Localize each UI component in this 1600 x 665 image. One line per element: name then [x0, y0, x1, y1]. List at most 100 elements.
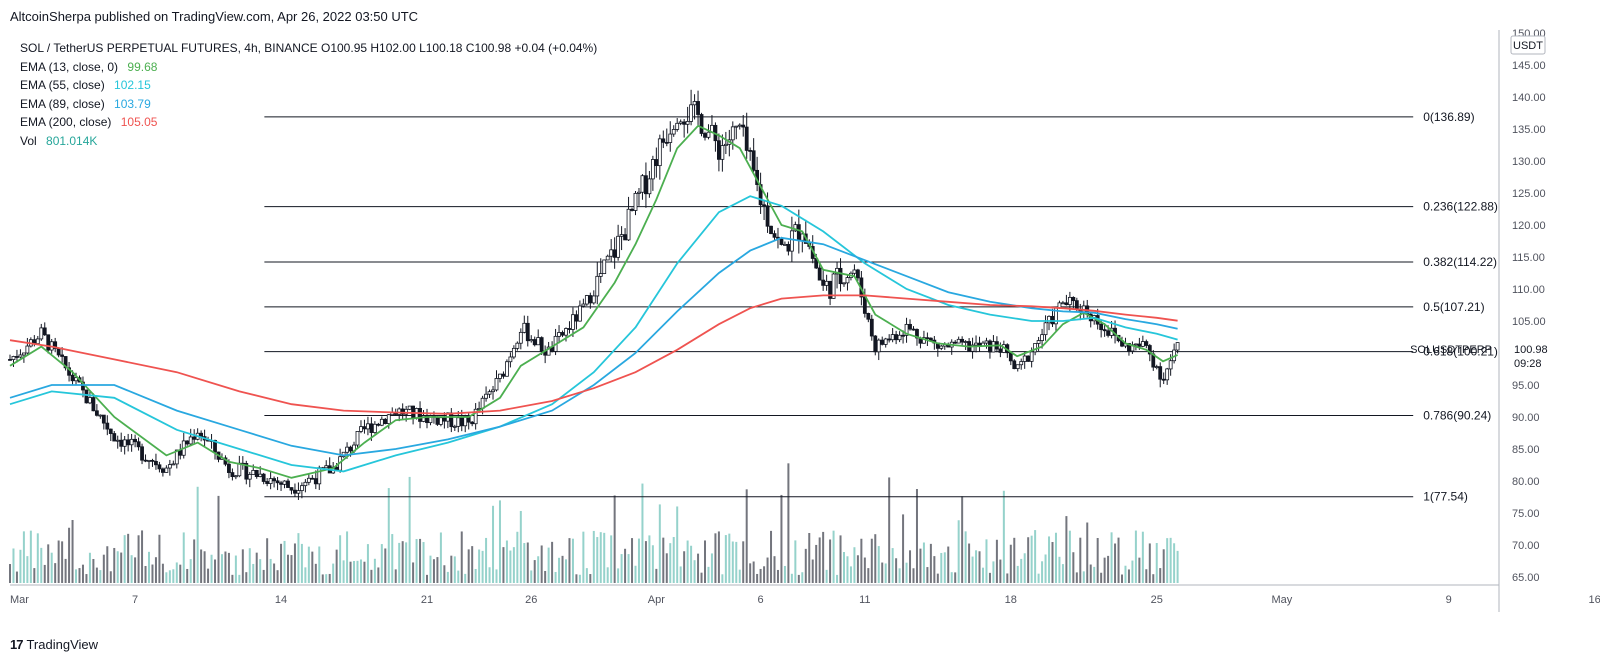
volume-bar [624, 548, 627, 583]
price-tick-label: 135.00 [1512, 124, 1546, 136]
volume-bar [853, 547, 856, 583]
fib-level-label: 0.5(107.21) [1423, 300, 1484, 314]
legend-ema89[interactable]: EMA (89, close) 103.79 [20, 95, 597, 114]
volume-bar [227, 552, 230, 583]
volume-bar [922, 542, 925, 583]
candle-body [84, 389, 89, 404]
volume-bar [50, 552, 53, 583]
volume-bar [773, 556, 776, 583]
volume-bar [832, 530, 835, 583]
volume-bar [763, 566, 766, 583]
fibonacci-retracement[interactable]: 0(136.89) 0.236(122.88) 0.382(114.22) 0.5(1… [264, 110, 1498, 504]
candle-body [11, 356, 16, 360]
volume-bar [644, 541, 647, 583]
volume-bar [1131, 560, 1134, 583]
volume-bar [627, 554, 630, 583]
candle-body [699, 114, 704, 134]
candle-body [876, 339, 881, 353]
candle-body [1015, 364, 1020, 370]
volume-bar [752, 561, 755, 583]
fib-level-label: 0.382(114.22) [1423, 255, 1497, 269]
volume-bar [290, 555, 293, 583]
volume-bar [957, 520, 960, 583]
volume-bar [81, 564, 84, 583]
volume-bar [432, 559, 435, 583]
legend-volume[interactable]: Vol 801.014K [20, 132, 597, 151]
volume-bar [408, 476, 411, 583]
volume-bar [457, 570, 460, 583]
candle-body [748, 150, 753, 152]
volume-bar [1117, 537, 1120, 583]
volume-bar [207, 568, 210, 583]
volume-bar [485, 537, 488, 583]
legend-symbol-row[interactable]: SOL / TetherUS PERPETUAL FUTURES, 4h, BI… [20, 39, 597, 58]
ema-lines [9, 124, 1178, 479]
volume-bar [1121, 574, 1123, 583]
candle-body [758, 184, 763, 206]
volume-bar [172, 569, 175, 583]
volume-bar [300, 543, 303, 583]
price-axis-labels[interactable]: 65.0070.0075.0080.0085.0090.0095.00100.0… [1512, 28, 1546, 584]
volume-bar [808, 533, 811, 583]
volume-bar [467, 549, 470, 583]
volume-bar [707, 566, 710, 583]
price-tick-label: 70.00 [1512, 540, 1540, 552]
candle-body [1026, 355, 1031, 362]
price-tick-label: 75.00 [1512, 508, 1540, 520]
indicator-name: EMA (89, close) [20, 96, 105, 111]
volume-bar [314, 563, 317, 583]
volume-bar [909, 550, 912, 583]
legend-ema13[interactable]: EMA (13, close, 0) 99.68 [20, 58, 597, 77]
time-axis-labels[interactable]: Mar 7 14 21 26 Apr 6 11 18 25 May 9 16 [10, 594, 1600, 606]
candle-body [852, 269, 857, 274]
volume-bar [1110, 532, 1113, 583]
volume-bar [856, 555, 859, 583]
candle-body [633, 192, 638, 211]
currency-box[interactable]: USDT [1510, 35, 1546, 55]
candle-body [539, 337, 544, 352]
fib-level-label: 0.786(90.24) [1423, 408, 1491, 422]
candle-body [1033, 343, 1038, 353]
volume-bar [971, 556, 974, 583]
volume-bar [1072, 552, 1075, 583]
candle-body [35, 338, 40, 344]
volume-bar [721, 574, 724, 583]
volume-bar [724, 535, 727, 583]
candle-body [1047, 315, 1051, 324]
volume-bar [589, 574, 592, 583]
volume-bar [137, 535, 140, 583]
candle-body [630, 208, 634, 211]
volume-bar [992, 561, 995, 583]
volume-bar [339, 535, 342, 583]
volume-bar [109, 571, 112, 583]
volume-bar [988, 572, 991, 583]
candle-body [379, 418, 384, 426]
volume-bar [1058, 556, 1061, 583]
fib-level-label: 0(136.89) [1423, 110, 1474, 124]
volume-bar [999, 559, 1002, 583]
tradingview-logo[interactable]: 17 TradingView [10, 637, 98, 652]
candle-body [890, 334, 895, 341]
legend-ema55[interactable]: EMA (55, close) 102.15 [20, 76, 597, 95]
volume-bar [287, 554, 289, 583]
candle-body [1154, 366, 1159, 369]
volume-bar [926, 567, 929, 583]
candle-body [939, 345, 944, 349]
volume-bar [738, 569, 741, 583]
volume-bar [686, 540, 689, 583]
legend-ema200[interactable]: EMA (200, close) 105.05 [20, 113, 597, 132]
volume-bar [71, 520, 74, 583]
volume-bar [582, 531, 585, 583]
time-tick-label: 9 [1446, 594, 1452, 606]
candle-body [591, 295, 596, 304]
volume-bar [29, 530, 32, 583]
volume-bar [474, 568, 477, 583]
candle-body [70, 374, 75, 382]
volume-bar [1030, 535, 1033, 583]
volume-bar [193, 539, 196, 583]
price-tick-label: 85.00 [1512, 444, 1540, 456]
volume-bar [700, 572, 703, 583]
volume-bar [419, 538, 422, 583]
volume-bar [1009, 544, 1012, 583]
